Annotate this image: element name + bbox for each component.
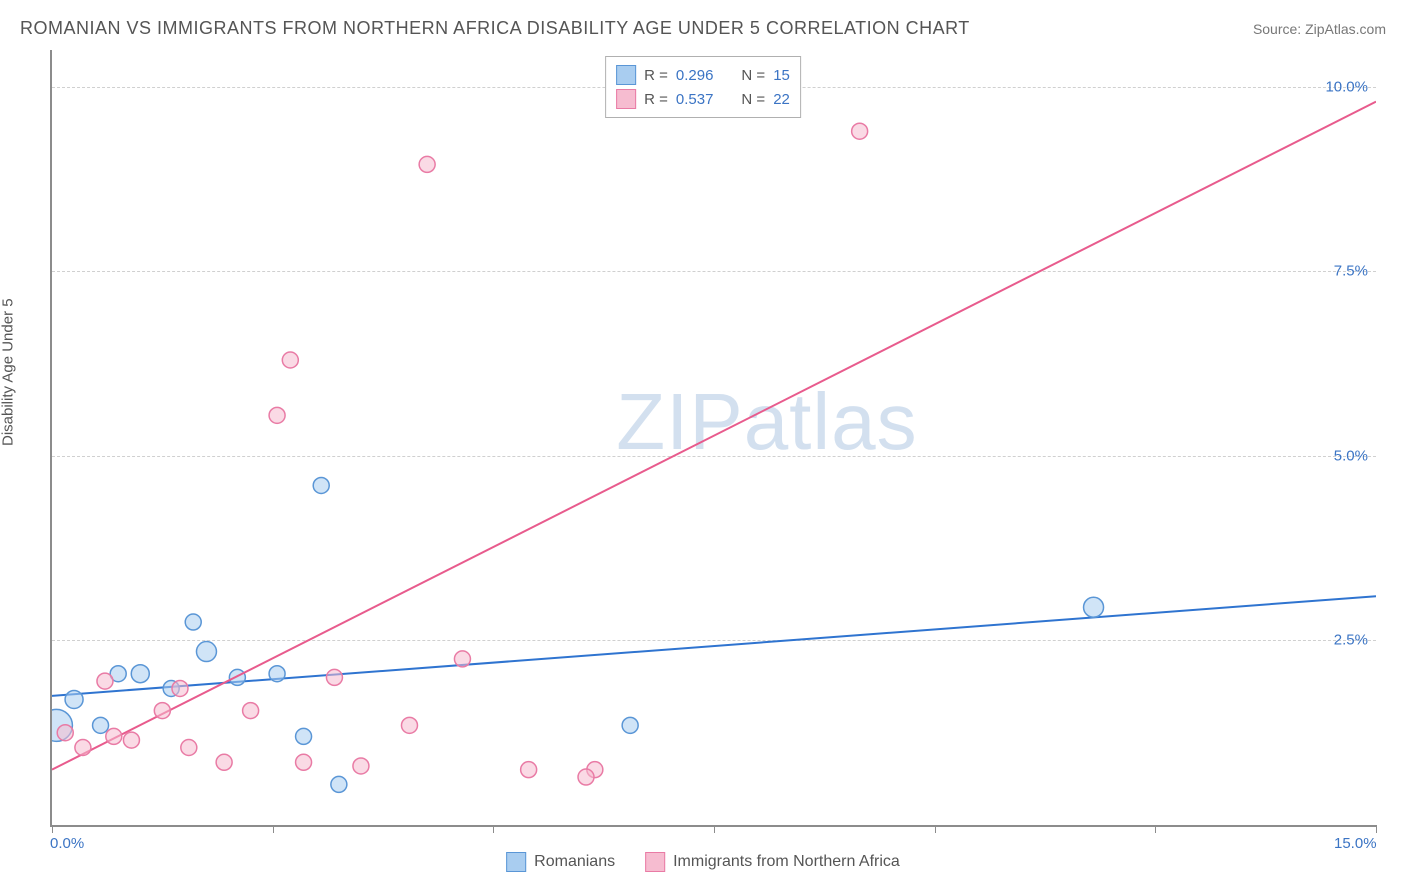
swatch-icon: [506, 852, 526, 872]
data-point: [578, 769, 594, 785]
data-point: [229, 669, 245, 685]
legend-series: Romanians Immigrants from Northern Afric…: [506, 852, 900, 872]
data-point: [172, 680, 188, 696]
data-point: [296, 754, 312, 770]
x-tick: [52, 825, 53, 833]
data-point: [269, 666, 285, 682]
legend-item: Immigrants from Northern Africa: [645, 852, 900, 872]
data-point: [131, 665, 149, 683]
chart-header: ROMANIAN VS IMMIGRANTS FROM NORTHERN AFR…: [20, 18, 1386, 39]
x-tick: [273, 825, 274, 833]
data-point: [243, 703, 259, 719]
y-axis-label: Disability Age Under 5: [0, 298, 17, 446]
legend-n-value: 15: [773, 67, 790, 84]
data-point: [296, 728, 312, 744]
data-point: [401, 717, 417, 733]
data-point: [313, 477, 329, 493]
x-tick-label: 0.0%: [50, 835, 84, 852]
data-point: [454, 651, 470, 667]
legend-r-value: 0.537: [676, 91, 714, 108]
data-point: [97, 673, 113, 689]
legend-label: Romanians: [534, 853, 615, 871]
data-point: [282, 352, 298, 368]
swatch-icon: [616, 65, 636, 85]
legend-n-value: 22: [773, 91, 790, 108]
data-point: [181, 740, 197, 756]
trend-line: [52, 596, 1376, 696]
x-tick: [935, 825, 936, 833]
data-point: [622, 717, 638, 733]
swatch-icon: [616, 89, 636, 109]
data-point: [331, 776, 347, 792]
data-point: [106, 728, 122, 744]
data-point: [123, 732, 139, 748]
data-point: [185, 614, 201, 630]
data-point: [1084, 597, 1104, 617]
swatch-icon: [645, 852, 665, 872]
plot-area: ZIPatlas: [50, 50, 1376, 827]
legend-row: R = 0.537 N = 22: [616, 87, 790, 111]
legend-n-label: N =: [741, 67, 765, 84]
trend-line: [52, 102, 1376, 770]
x-tick: [1155, 825, 1156, 833]
data-point: [326, 669, 342, 685]
x-tick-label: 15.0%: [1334, 835, 1377, 852]
legend-r-value: 0.296: [676, 67, 714, 84]
data-point: [57, 725, 73, 741]
data-point: [93, 717, 109, 733]
data-point: [419, 156, 435, 172]
x-tick: [714, 825, 715, 833]
chart-svg: [52, 50, 1376, 825]
data-point: [216, 754, 232, 770]
legend-r-label: R =: [644, 67, 668, 84]
data-point: [521, 762, 537, 778]
x-tick: [1376, 825, 1377, 833]
legend-item: Romanians: [506, 852, 615, 872]
legend-row: R = 0.296 N = 15: [616, 63, 790, 87]
data-point: [353, 758, 369, 774]
data-point: [269, 407, 285, 423]
data-point: [154, 703, 170, 719]
data-point: [852, 123, 868, 139]
chart-title: ROMANIAN VS IMMIGRANTS FROM NORTHERN AFR…: [20, 18, 970, 39]
x-tick: [493, 825, 494, 833]
data-point: [196, 642, 216, 662]
legend-n-label: N =: [741, 91, 765, 108]
data-point: [75, 740, 91, 756]
legend-correlation: R = 0.296 N = 15 R = 0.537 N = 22: [605, 56, 801, 118]
legend-r-label: R =: [644, 91, 668, 108]
data-point: [65, 691, 83, 709]
legend-label: Immigrants from Northern Africa: [673, 853, 900, 871]
chart-source: Source: ZipAtlas.com: [1253, 21, 1386, 37]
